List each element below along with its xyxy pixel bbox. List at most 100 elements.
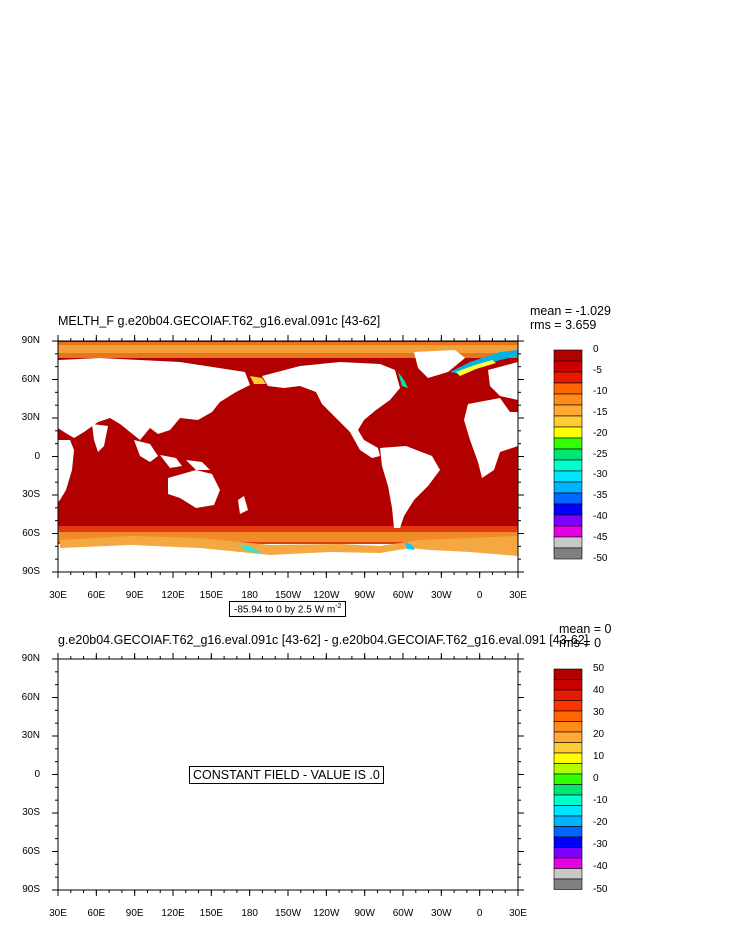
greenland-sea-edge — [456, 360, 496, 376]
lat-tick-label: 30S — [22, 807, 40, 818]
colorbar-box — [553, 721, 583, 733]
colorbar-box — [553, 437, 583, 450]
europe — [488, 362, 518, 400]
lon-tick-label: 90W — [354, 590, 375, 601]
bering-feature — [250, 376, 266, 384]
southeast-asia — [134, 440, 158, 462]
lat-tick-label: 90S — [22, 884, 40, 895]
lon-tick-label: 30W — [431, 908, 452, 919]
eurasia — [58, 358, 250, 440]
antarctic-margin — [60, 536, 518, 556]
colorbar-box — [553, 815, 583, 827]
colorbar-box — [553, 426, 583, 439]
colorbar-label: 50 — [593, 663, 605, 674]
africa-west — [464, 398, 518, 478]
lon-tick-label: 30E — [509, 908, 527, 919]
colorbar-label: 30 — [593, 707, 605, 719]
labrador-feature — [398, 372, 408, 388]
lon-tick-label: 30W — [431, 590, 452, 601]
lon-tick-label: 90W — [354, 908, 375, 919]
colorbar-box — [553, 492, 583, 505]
lon-tick-label: 30E — [509, 590, 527, 601]
colorbar-box — [553, 679, 583, 691]
lon-tick-label: 0 — [476, 590, 483, 601]
colorbar-label: -30 — [593, 839, 608, 851]
north-america — [262, 362, 400, 458]
colorbar-box — [553, 763, 583, 775]
colorbar-box — [553, 503, 583, 516]
lat-tick-label: 0 — [34, 450, 40, 462]
lat-tick-label: 90S — [22, 566, 40, 577]
new-zealand — [238, 496, 248, 514]
colorbar-label: -10 — [593, 795, 608, 807]
colorbar-box — [553, 700, 583, 712]
colorbar-box — [553, 847, 583, 859]
map1-field — [58, 341, 518, 572]
colorbar-box — [553, 415, 583, 428]
colorbar-label: -40 — [593, 861, 608, 873]
lon-tick-label: 120W — [313, 590, 340, 601]
colorbar-box — [553, 857, 583, 869]
colorbar-label: -45 — [593, 532, 608, 544]
lat-tick-label: 60S — [22, 845, 40, 857]
lon-tick-label: 0 — [476, 908, 483, 919]
lon-tick-label: 60E — [87, 908, 106, 919]
lon-tick-label: 120E — [161, 590, 185, 601]
new-guinea — [186, 460, 210, 470]
lat-tick-label: 30S — [22, 489, 40, 500]
lon-tick-label: 90E — [125, 908, 144, 919]
colorbar-box — [553, 481, 583, 494]
colorbar-label: -35 — [593, 490, 608, 502]
colorbar-1 — [553, 349, 583, 560]
africa-east — [58, 440, 74, 502]
lat-tick-label: 30N — [21, 412, 40, 423]
lon-tick-label: 120W — [313, 908, 340, 919]
colorbar-box — [553, 773, 583, 785]
colorbar-box — [553, 752, 583, 764]
colorbar-box — [553, 742, 583, 754]
colorbar-label: -5 — [593, 364, 602, 376]
south-america — [380, 446, 440, 528]
lon-tick-label: 60W — [392, 908, 414, 919]
colorbar-label: 0 — [593, 773, 599, 785]
lat-tick-label: 60N — [21, 373, 40, 385]
australia — [168, 470, 220, 508]
colorbar-box — [553, 404, 583, 417]
colorbar-box — [553, 514, 583, 527]
colorbar-box — [553, 547, 583, 560]
colorbar-box — [553, 393, 583, 406]
colorbar-box — [553, 868, 583, 880]
colorbar-box — [553, 536, 583, 549]
lat-tick-label: 30N — [21, 730, 40, 741]
lon-tick-label: 30E — [49, 590, 67, 601]
colorbar-label: 0 — [593, 344, 599, 355]
weddell-feature — [405, 542, 415, 550]
colorbar-box — [553, 459, 583, 472]
map2-ticks — [52, 653, 524, 896]
ross-sea-feature — [238, 544, 262, 553]
indonesia — [160, 455, 182, 468]
india — [92, 424, 108, 452]
colorbar-label: 40 — [593, 685, 605, 697]
contour-info-exponent: -2 — [335, 603, 342, 610]
southern-ocean-band-2 — [58, 532, 518, 542]
colorbar-box — [553, 349, 583, 362]
contour-info: -85.94 to 0 by 2.5 W m — [234, 604, 336, 616]
panel1-title: MELTH_F g.e20b04.GECOIAF.T62_g16.eval.09… — [58, 314, 381, 328]
colorbar-box — [553, 731, 583, 743]
colorbar-box — [553, 805, 583, 817]
lat-tick-label: 60N — [21, 691, 40, 703]
lon-tick-label: 90E — [125, 590, 144, 601]
colorbar-box — [553, 878, 583, 890]
colorbar-box — [553, 710, 583, 722]
colorbar-2 — [553, 668, 583, 890]
lon-tick-label: 150W — [274, 908, 302, 919]
panel2-title: g.e20b04.GECOIAF.T62_g16.eval.091c [43-6… — [58, 633, 589, 647]
colorbar-label: -40 — [593, 511, 608, 523]
colorbar-label: -10 — [593, 385, 608, 397]
panel2-mean: mean = 0 — [559, 622, 612, 636]
arctic-band — [58, 345, 518, 353]
colorbar-box — [553, 826, 583, 838]
lon-tick-label: 150E — [199, 908, 224, 919]
